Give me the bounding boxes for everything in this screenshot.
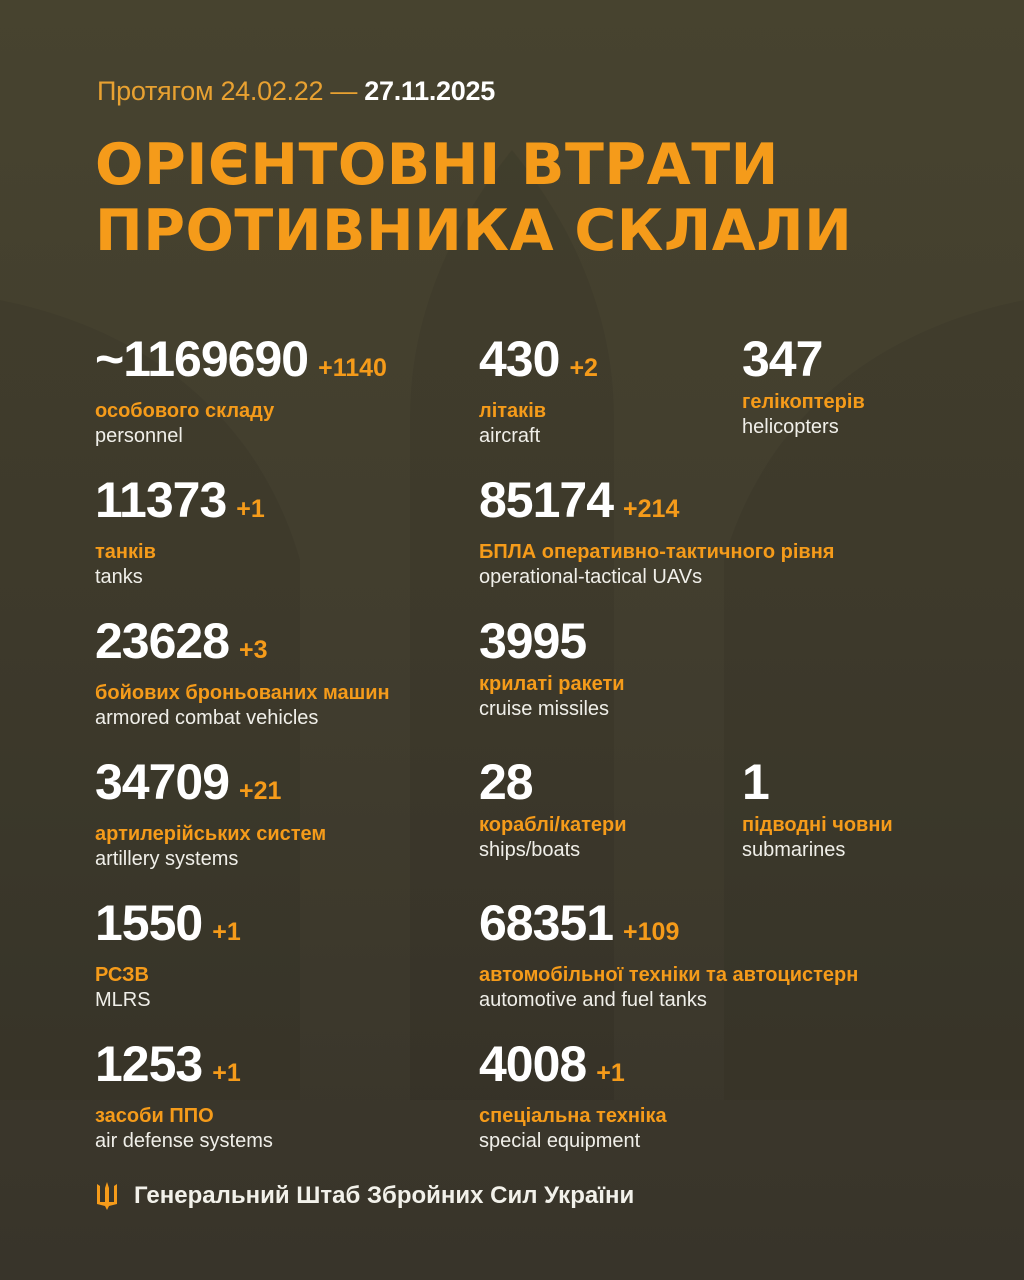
stat-ships-boats: 28 кораблі/катери ships/boats (479, 756, 627, 862)
stat-delta: +1 (212, 1059, 241, 1087)
page-title: ОРІЄНТОВНІ ВТРАТИ ПРОТИВНИКА СКЛАЛИ (95, 132, 853, 264)
stat-delta: +1 (212, 918, 241, 946)
stat-cruise-missiles: 3995 крилаті ракети cruise missiles (479, 615, 625, 721)
stat-label-ua: крилаті ракети (479, 673, 625, 695)
stat-label-ua: танків (95, 541, 156, 563)
trident-icon (97, 1182, 117, 1210)
stat-delta: +109 (623, 918, 680, 946)
stat-helicopters: 347 гелікоптерів helicopters (742, 333, 865, 439)
stat-value: 3995 (479, 613, 587, 669)
stat-delta: +1 (596, 1059, 625, 1087)
stat-label-en: special equipment (479, 1130, 641, 1152)
stat-value: 85174 +214 (479, 472, 680, 528)
period-subtitle: Протягом 24.02.22 — 27.11.2025 (97, 76, 495, 106)
stat-delta: +21 (239, 777, 282, 805)
stat-artillery-systems: 34709 +21 артилерійських систем artillery… (95, 756, 326, 871)
stat-value: 4008 +1 (479, 1036, 625, 1092)
stat-label-ua: засоби ППО (95, 1105, 214, 1127)
stat-value: 23628 +3 (95, 613, 268, 669)
stat-tanks: 11373 +1 танків tanks (95, 474, 265, 589)
stat-value: 430 +2 (479, 331, 598, 387)
stat-label-ua: кораблі/катери (479, 814, 627, 836)
stat-automotive-and-fuel-tanks: 68351 +109 автомобільної техніки та автоц… (479, 897, 858, 1012)
stat-operational-tactical-uavs: 85174 +214 БПЛА оперативно-тактичного рів… (479, 474, 834, 589)
stat-value: ~1169690 +1140 (95, 331, 387, 387)
stat-label-en: aircraft (479, 425, 541, 447)
stat-label-ua: гелікоптерів (742, 391, 865, 413)
stat-value: 1253 +1 (95, 1036, 241, 1092)
stat-label-en: automotive and fuel tanks (479, 989, 707, 1011)
stat-label-ua: бойових броньованих машин (95, 682, 390, 704)
stat-air-defense-systems: 1253 +1 засоби ППО air defense systems (95, 1038, 273, 1153)
stat-value: 347 (742, 331, 823, 387)
stat-label-en: operational-tactical UAVs (479, 566, 703, 588)
stat-armored-combat-vehicles: 23628 +3 бойових броньованих машин armore… (95, 615, 390, 730)
stat-delta: +1140 (318, 354, 387, 382)
stat-label-en: cruise missiles (479, 698, 610, 720)
stat-value: 1550 +1 (95, 895, 241, 951)
stat-label-ua: артилерійських систем (95, 823, 327, 845)
stat-label-en: MLRS (95, 989, 151, 1011)
stat-aircraft: 430 +2 літаків aircraft (479, 333, 598, 448)
stat-label-ua: спеціальна техніка (479, 1105, 667, 1127)
stat-mlrs: 1550 +1 РСЗВ MLRS (95, 897, 241, 1012)
stat-label-en: submarines (742, 839, 846, 861)
stat-label-en: artillery systems (95, 848, 239, 870)
stat-value: 11373 +1 (95, 472, 265, 528)
stat-label-ua: РСЗВ (95, 964, 149, 986)
stat-value: 34709 +21 (95, 754, 282, 810)
stat-value: 68351 +109 (479, 895, 680, 951)
stat-personnel: ~1169690 +1140 особового складу personnel (95, 333, 387, 448)
stat-label-en: tanks (95, 566, 143, 588)
stat-label-en: armored combat vehicles (95, 707, 319, 729)
stat-delta: +2 (569, 354, 598, 382)
footer: Генеральний Штаб Збройних Сил України (96, 1182, 634, 1210)
stat-label-ua: автомобільної техніки та автоцистерн (479, 964, 859, 986)
stat-special-equipment: 4008 +1 спеціальна техніка special equipm… (479, 1038, 667, 1153)
stat-label-en: personnel (95, 425, 183, 447)
stat-label-ua: літаків (479, 400, 547, 422)
stat-delta: +1 (236, 495, 265, 523)
stat-label-en: air defense systems (95, 1130, 273, 1152)
stat-value: 1 (742, 754, 770, 810)
stat-delta: +214 (623, 495, 680, 523)
stat-label-ua: підводні човни (742, 814, 893, 836)
stat-label-en: helicopters (742, 416, 839, 438)
stat-submarines: 1 підводні човни submarines (742, 756, 893, 862)
stat-label-ua: особового складу (95, 400, 275, 422)
stat-label-en: ships/boats (479, 839, 581, 861)
stat-delta: +3 (239, 636, 268, 664)
stat-label-ua: БПЛА оперативно-тактичного рівня (479, 541, 835, 563)
stat-value: 28 (479, 754, 534, 810)
footer-text: Генеральний Штаб Збройних Сил України (134, 1182, 635, 1209)
